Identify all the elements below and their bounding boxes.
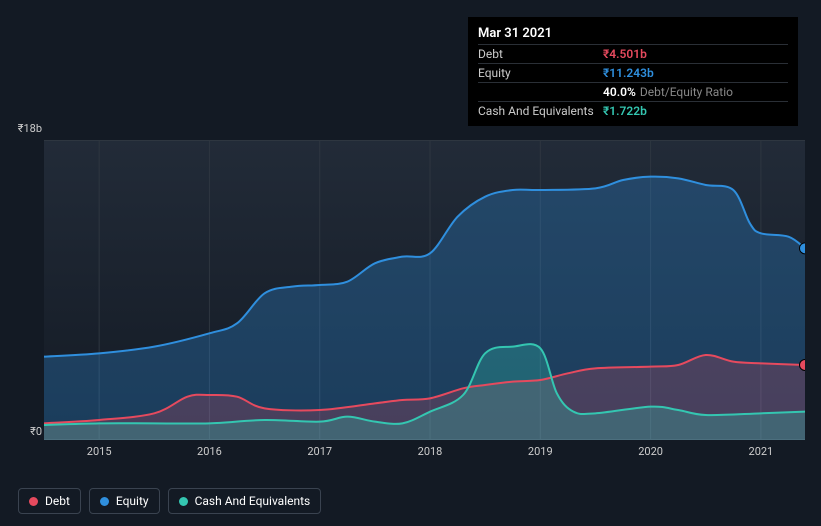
- legend-label: Cash And Equivalents: [195, 494, 311, 508]
- tooltip-row-value: ₹1.722b: [603, 104, 647, 118]
- x-axis-label: 2019: [528, 445, 553, 458]
- y-axis-label-bottom: ₹0: [12, 425, 42, 438]
- legend-label: Debt: [45, 494, 70, 508]
- chart-plot-area[interactable]: [44, 140, 805, 440]
- chart-tooltip: Mar 31 2021 Debt₹4.501bEquity₹11.243b40.…: [468, 17, 798, 126]
- x-axis-label: 2015: [87, 445, 112, 458]
- tooltip-row: Cash And Equivalents₹1.722b: [478, 101, 788, 120]
- legend-dot-icon: [179, 497, 188, 506]
- tooltip-row-extra: Debt/Equity Ratio: [640, 85, 733, 99]
- x-axis-label: 2018: [418, 445, 443, 458]
- legend-dot-icon: [100, 497, 109, 506]
- x-axis-label: 2021: [749, 445, 774, 458]
- tooltip-row: Equity₹11.243b: [478, 63, 788, 82]
- x-axis-label: 2016: [197, 445, 222, 458]
- tooltip-date: Mar 31 2021: [478, 23, 788, 44]
- x-axis-label: 2020: [638, 445, 663, 458]
- legend-dot-icon: [29, 497, 38, 506]
- legend-item[interactable]: Cash And Equivalents: [168, 488, 322, 514]
- tooltip-row-label: Equity: [478, 66, 603, 80]
- x-axis-label: 2017: [307, 445, 332, 458]
- tooltip-row-label: [478, 85, 603, 99]
- chart-legend: Debt Equity Cash And Equivalents: [18, 488, 321, 514]
- legend-label: Equity: [116, 494, 149, 508]
- tooltip-row-label: Debt: [478, 47, 603, 61]
- tooltip-row-value: ₹4.501b: [603, 47, 647, 61]
- tooltip-row-value: ₹11.243b: [603, 66, 654, 80]
- legend-item[interactable]: Equity: [89, 488, 160, 514]
- chart-container: ₹18b ₹0 2015201620172018201920202021: [18, 120, 805, 470]
- tooltip-row-value: 40.0%: [603, 85, 636, 99]
- tooltip-row-label: Cash And Equivalents: [478, 104, 603, 118]
- legend-item[interactable]: Debt: [18, 488, 81, 514]
- tooltip-row: Debt₹4.501b: [478, 44, 788, 63]
- y-axis-label-top: ₹18b: [12, 122, 42, 135]
- tooltip-row: 40.0% Debt/Equity Ratio: [478, 82, 788, 101]
